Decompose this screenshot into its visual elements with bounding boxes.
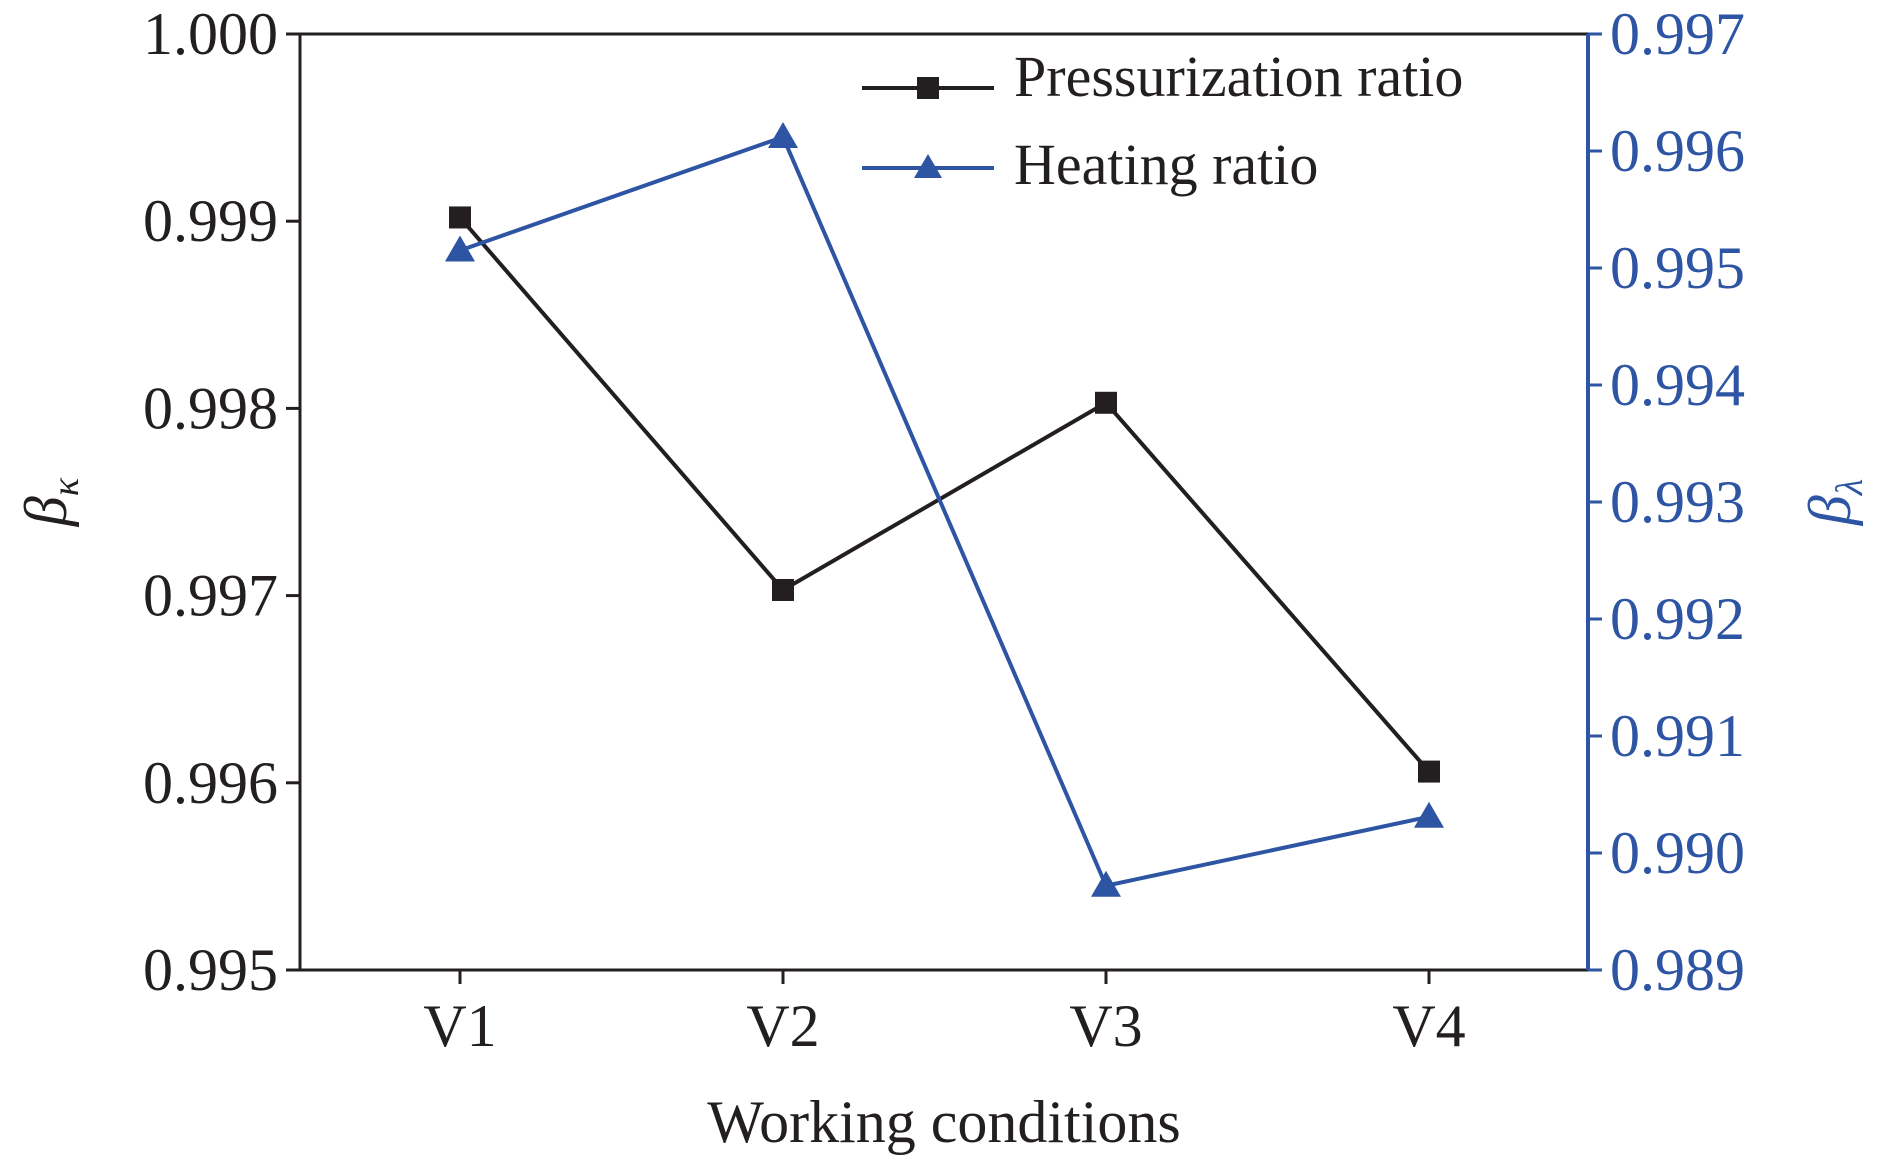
right-y-ticks: 0.989 0.990 0.991 0.992 0.993 0.994 0.995 0.996… (1588, 1, 1745, 1003)
left-y-axis-title: βκ (13, 477, 87, 527)
left-y-ticks: 0.995 0.996 0.997 0.998 0.999 1.000 (143, 1, 300, 1003)
legend-label-pressurization: Pressurization ratio (1014, 44, 1463, 109)
legend-label-heating: Heating ratio (1014, 132, 1318, 197)
left-y-tick-label: 0.997 (143, 563, 278, 629)
data-point-heating (1414, 801, 1444, 828)
left-y-axis-title-main: β (13, 496, 79, 527)
right-y-tick-label: 0.989 (1610, 937, 1745, 1003)
right-y-tick-label: 0.997 (1610, 1, 1745, 67)
data-point-pressurization (772, 578, 794, 601)
x-tick-label: V2 (746, 993, 819, 1059)
data-point-pressurization (1095, 391, 1117, 414)
legend-triangle-marker (914, 154, 942, 178)
left-y-tick-label: 1.000 (143, 1, 278, 67)
x-tick-label: V1 (423, 993, 496, 1059)
series-layer (445, 121, 1444, 897)
right-y-tick-label: 0.992 (1610, 586, 1745, 652)
data-point-heating (768, 121, 798, 148)
left-y-axis-title-sub: κ (45, 477, 87, 496)
legend-item-heating: Heating ratio (862, 132, 1318, 197)
legend: Pressurization ratio Heating ratio (862, 44, 1463, 197)
x-axis-title: Working conditions (707, 1089, 1180, 1155)
legend-item-pressurization: Pressurization ratio (862, 44, 1463, 109)
left-y-tick-label: 0.996 (143, 750, 278, 816)
right-y-tick-label: 0.996 (1610, 118, 1745, 184)
left-y-tick-label: 0.998 (143, 375, 278, 441)
data-point-pressurization (1418, 760, 1440, 783)
data-point-heating (1091, 870, 1121, 897)
left-y-tick-label: 0.995 (143, 937, 278, 1003)
right-y-tick-label: 0.993 (1610, 469, 1745, 535)
right-y-tick-label: 0.994 (1610, 352, 1745, 418)
x-tick-label: V3 (1069, 993, 1142, 1059)
right-y-tick-label: 0.990 (1610, 820, 1745, 886)
series-line-pressurization (458, 216, 1431, 773)
data-point-heating (445, 235, 475, 262)
right-y-axis-title-sub: λ (1829, 479, 1871, 496)
right-y-tick-label: 0.991 (1610, 703, 1745, 769)
data-point-pressurization (449, 206, 471, 229)
x-tick-label: V4 (1392, 993, 1465, 1059)
x-ticks: V1 V2 V3 V4 (423, 970, 1466, 1059)
left-y-tick-label: 0.999 (143, 188, 278, 254)
right-y-axis-title-main: β (1797, 495, 1863, 526)
series-line-heating (459, 134, 1430, 888)
right-y-tick-label: 0.995 (1610, 235, 1745, 301)
right-y-axis-title: βλ (1797, 479, 1871, 526)
legend-square-marker (917, 77, 939, 99)
